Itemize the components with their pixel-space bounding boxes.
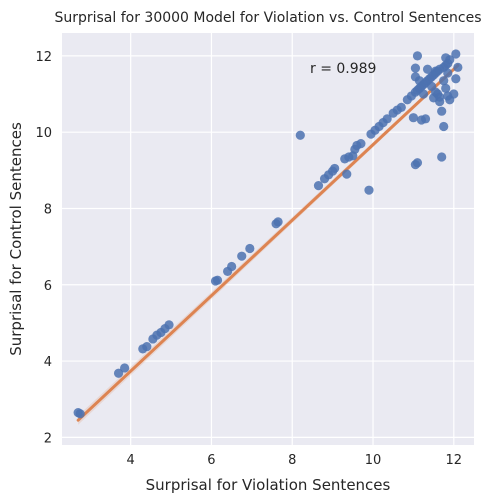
data-point xyxy=(451,74,461,84)
data-point xyxy=(420,114,431,124)
y-tick-labels: 2 4 6 8 10 12 xyxy=(35,50,52,446)
data-point xyxy=(437,106,447,116)
data-points xyxy=(73,49,463,419)
fit-line xyxy=(76,63,460,422)
data-point xyxy=(439,121,449,132)
y-tick-label: 4 xyxy=(44,355,52,370)
data-point xyxy=(410,63,421,73)
data-point xyxy=(396,102,406,112)
data-point xyxy=(382,114,392,124)
data-point xyxy=(441,83,451,93)
y-tick-label: 2 xyxy=(44,431,52,446)
x-tick-label: 6 xyxy=(207,453,215,468)
data-point xyxy=(120,363,130,373)
data-point xyxy=(437,152,447,162)
y-tick-label: 10 xyxy=(35,126,52,141)
x-axis-label: Surprisal for Violation Sentences xyxy=(146,476,391,494)
data-point xyxy=(449,89,459,99)
data-point xyxy=(453,62,463,72)
data-point xyxy=(75,409,85,419)
data-point xyxy=(227,261,237,272)
data-point xyxy=(237,251,247,261)
data-point xyxy=(443,68,453,78)
x-tick-labels: 4 6 8 10 12 xyxy=(127,453,463,468)
y-tick-label: 12 xyxy=(35,50,52,65)
data-point xyxy=(429,93,439,103)
data-point xyxy=(422,64,433,74)
data-point xyxy=(142,341,152,352)
data-point xyxy=(313,180,324,191)
data-point xyxy=(451,49,461,59)
data-point xyxy=(418,89,429,99)
correlation-annotation: r = 0.989 xyxy=(310,61,376,77)
grid-lines xyxy=(62,33,474,445)
y-axis-label: Surprisal for Control Sentences xyxy=(7,122,25,356)
y-tick-label: 6 xyxy=(44,279,52,294)
data-point xyxy=(342,169,352,179)
data-point xyxy=(356,139,366,149)
x-tick-label: 10 xyxy=(365,453,382,468)
chart-title: Surprisal for 30000 Model for Violation … xyxy=(54,10,481,26)
data-point xyxy=(364,185,374,195)
data-point xyxy=(445,55,455,65)
x-tick-label: 8 xyxy=(288,453,296,468)
x-tick-label: 12 xyxy=(446,453,463,468)
data-point xyxy=(439,76,449,86)
data-point xyxy=(295,130,305,140)
data-point xyxy=(164,320,174,330)
data-point xyxy=(113,368,124,378)
data-point xyxy=(330,163,340,174)
data-point xyxy=(412,51,423,61)
x-tick-label: 4 xyxy=(127,453,135,468)
data-point xyxy=(412,158,423,168)
regression-line xyxy=(76,63,460,425)
data-point xyxy=(273,217,283,227)
y-tick-label: 8 xyxy=(44,202,52,217)
data-point xyxy=(212,275,223,285)
data-point xyxy=(245,243,255,254)
data-point xyxy=(408,113,419,123)
